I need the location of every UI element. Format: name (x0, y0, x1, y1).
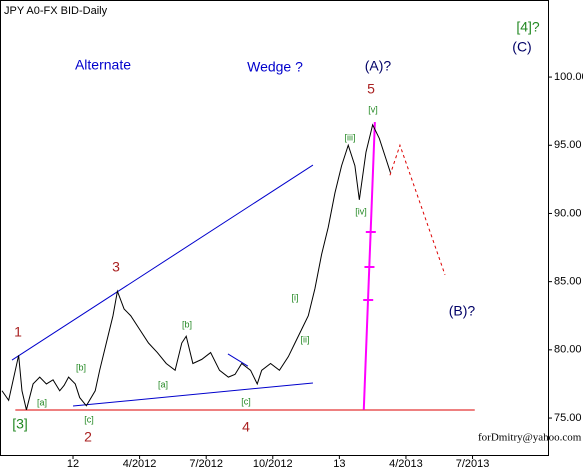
wave-label: [4]? (516, 19, 540, 35)
wave-label: 3 (112, 259, 120, 275)
wave-label: 2 (84, 429, 92, 445)
x-tick-label: 10/2012 (253, 458, 293, 470)
wave-label: 5 (367, 81, 375, 97)
wave-label: [c] (241, 396, 251, 406)
y-tick-label: 95.00 (554, 139, 582, 151)
wave-label: [v] (368, 104, 378, 114)
y-tick-label: 85.00 (554, 276, 582, 288)
wave-label: [b] (76, 362, 86, 372)
wave-label: [iii] (345, 132, 356, 142)
wave-label: Wedge ? (247, 59, 303, 75)
wave-label: [3] (12, 416, 28, 432)
y-tick-label: 75.00 (554, 412, 582, 424)
wave-label: Alternate (75, 57, 131, 73)
x-tick-label: 12 (67, 458, 79, 470)
y-tick-label: 80.00 (554, 344, 582, 356)
trend-line (362, 122, 376, 410)
x-tick-label: 4/2013 (389, 458, 423, 470)
wave-label: (A)? (365, 58, 392, 74)
price-line (1, 123, 391, 410)
watermark: forDmitry@yahoo.com (478, 432, 582, 444)
wave-label: [iv] (355, 206, 367, 216)
wave-label: [b] (182, 319, 192, 329)
wave-label: 4 (242, 419, 250, 435)
wave-label: [a] (158, 379, 168, 389)
trend-line (11, 164, 314, 361)
wave-label: 1 (14, 324, 22, 340)
wave-label: (C) (512, 39, 531, 55)
x-tick-label: 4/2012 (123, 458, 157, 470)
x-tick-label: 13 (333, 458, 345, 470)
wave-label: [i] (291, 292, 298, 302)
wave-label: [c] (84, 414, 94, 424)
wave-label: [a] (37, 397, 47, 407)
x-tick-label: 7/2012 (189, 458, 223, 470)
trend-line (227, 353, 249, 367)
trend-line (72, 382, 314, 407)
wave-label: [ii] (301, 334, 310, 344)
projection-line (389, 143, 446, 275)
plot-frame (0, 0, 549, 456)
y-tick-label: 100.00 (554, 71, 583, 83)
x-tick-label: 7/2013 (456, 458, 490, 470)
chart-title: JPY A0-FX BID-Daily (4, 5, 108, 17)
y-tick-label: 90.00 (554, 207, 582, 219)
wave-label: (B)? (449, 303, 476, 319)
